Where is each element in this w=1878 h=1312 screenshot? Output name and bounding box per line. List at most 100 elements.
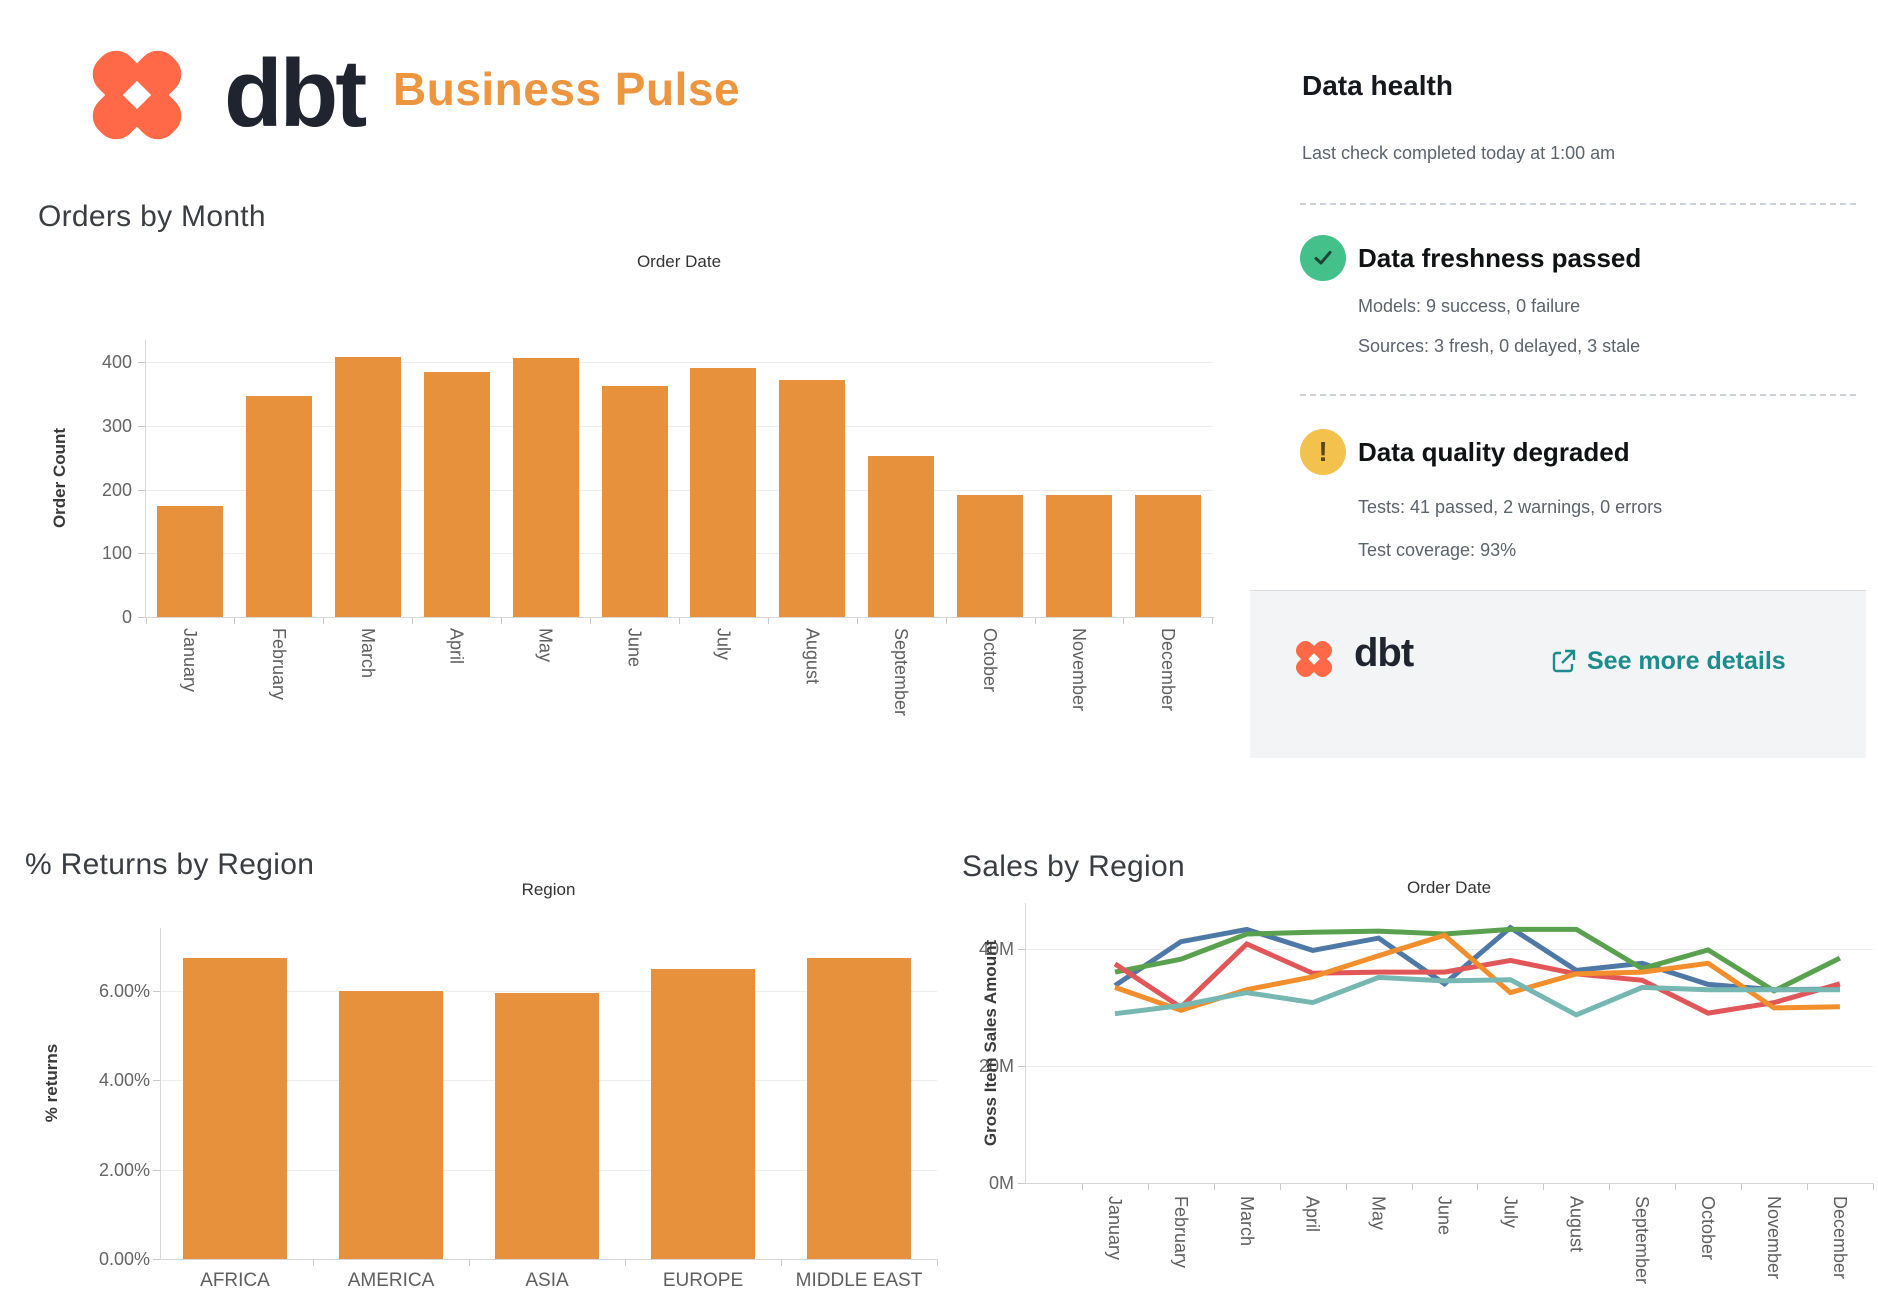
x-category-label: September [1632, 1196, 1653, 1285]
line-series-blue[interactable] [1113, 924, 1840, 993]
x-tick [1806, 1184, 1808, 1190]
bar-america[interactable] [339, 990, 443, 1259]
y-tick [153, 1080, 160, 1082]
bar-july[interactable] [690, 368, 757, 617]
bar-august[interactable] [779, 380, 846, 617]
y-tick-label: 0.00% [98, 1249, 150, 1269]
x-category-label: May [535, 628, 556, 663]
see-more-details-link[interactable]: See more details [1550, 647, 1786, 676]
bar-march[interactable] [334, 356, 401, 617]
line-series-teal[interactable] [1114, 974, 1840, 1018]
x-category-label: June [1434, 1196, 1455, 1236]
y-tick-label: 200 [101, 479, 132, 500]
y-tick [138, 362, 145, 364]
y-tick [1018, 1183, 1025, 1184]
y-tick-label: 0 [121, 607, 132, 627]
bar-april[interactable] [423, 372, 490, 617]
x-tick [937, 1260, 938, 1266]
x-tick [1411, 1184, 1413, 1190]
x-tick [1213, 1184, 1215, 1190]
y-tick-label: 20M [978, 1055, 1014, 1076]
orders-chart-title: Orders by Month [38, 200, 266, 233]
bar-november[interactable] [1046, 495, 1112, 617]
x-category-label: May [1368, 1196, 1389, 1231]
bar-september[interactable] [868, 455, 935, 617]
bar-october[interactable] [957, 494, 1024, 617]
bar-africa[interactable] [183, 957, 287, 1259]
bar-may[interactable] [512, 357, 579, 617]
see-more-details-label: See more details [1587, 647, 1786, 675]
data-health-subtitle: Last check completed today at 1:00 am [1302, 143, 1616, 163]
bar-february[interactable] [245, 396, 312, 617]
x-category-label: August [802, 628, 823, 685]
bar-asia[interactable] [495, 992, 599, 1259]
x-tick [1543, 1184, 1545, 1190]
x-tick [1034, 618, 1036, 624]
line-series-green[interactable] [1114, 926, 1842, 994]
success-check-icon [1300, 235, 1346, 281]
axis-header: Order Date [1406, 878, 1492, 897]
y-tick [1018, 948, 1025, 950]
x-tick [678, 618, 680, 624]
x-category-label: June [624, 628, 645, 668]
gridline [145, 553, 1213, 555]
axis-header: Region [521, 880, 576, 899]
bar-middle-east[interactable] [807, 957, 911, 1259]
y-tick [153, 990, 160, 992]
bar-june[interactable] [601, 386, 668, 617]
exclamation-glyph: ! [1318, 436, 1328, 467]
y-tick-label: 100 [101, 543, 132, 564]
x-category-label: August [1566, 1196, 1587, 1253]
x-tick [1477, 1184, 1479, 1190]
y-tick [138, 489, 145, 491]
status-detail: Sources: 3 fresh, 0 delayed, 3 stale [1358, 336, 1641, 356]
x-category-label: December [1829, 1196, 1850, 1280]
x-tick [590, 618, 592, 624]
x-category-label: October [980, 628, 1001, 693]
x-tick [1741, 1184, 1743, 1190]
status-title: Data freshness passed [1358, 243, 1642, 273]
y-axis-title: Order Count [50, 427, 69, 529]
x-category-label: November [1069, 628, 1089, 712]
bar-december[interactable] [1134, 494, 1201, 617]
x-category-label: September [891, 628, 912, 717]
x-tick [313, 1260, 314, 1266]
bar-europe[interactable] [651, 968, 755, 1259]
x-category-label: July [1500, 1196, 1521, 1229]
dbt-wordmark: dbt [224, 40, 367, 147]
y-tick [138, 425, 145, 427]
x-tick [323, 618, 325, 624]
dashed-divider [1300, 203, 1856, 205]
y-axis-line [160, 928, 161, 1259]
y-tick-label: 0M [988, 1173, 1014, 1193]
x-category-label: March [357, 628, 378, 679]
x-tick [1872, 1184, 1874, 1190]
x-axis-line [1025, 1183, 1874, 1184]
x-tick [234, 618, 236, 624]
y-axis-line [1025, 903, 1026, 1183]
dbt-logo-icon-small [1295, 640, 1333, 678]
gridline [145, 425, 1213, 427]
bar-january[interactable] [157, 505, 223, 617]
gridline [145, 362, 1213, 364]
gridline [160, 990, 937, 992]
x-tick [781, 1260, 782, 1266]
x-category-label: December [1157, 628, 1178, 712]
y-axis-title: Gross Item Sales Amount [981, 939, 1000, 1147]
y-tick-label: 2.00% [98, 1159, 150, 1180]
y-tick-label: 40M [978, 938, 1014, 959]
x-tick [625, 1260, 626, 1266]
page-title: Business Pulse [393, 63, 741, 115]
status-detail: Test coverage: 93% [1358, 540, 1517, 560]
y-tick-label: 300 [101, 415, 132, 436]
x-tick [1279, 1184, 1281, 1190]
y-tick-label: 6.00% [98, 980, 150, 1001]
dashed-divider [1300, 394, 1856, 396]
y-tick-label: 400 [101, 352, 132, 373]
x-tick [1212, 618, 1214, 624]
x-tick [945, 618, 947, 624]
y-tick-label: 4.00% [98, 1070, 150, 1091]
x-tick [1675, 1184, 1677, 1190]
x-category-label: November [1764, 1196, 1784, 1280]
x-tick [1345, 1184, 1347, 1190]
